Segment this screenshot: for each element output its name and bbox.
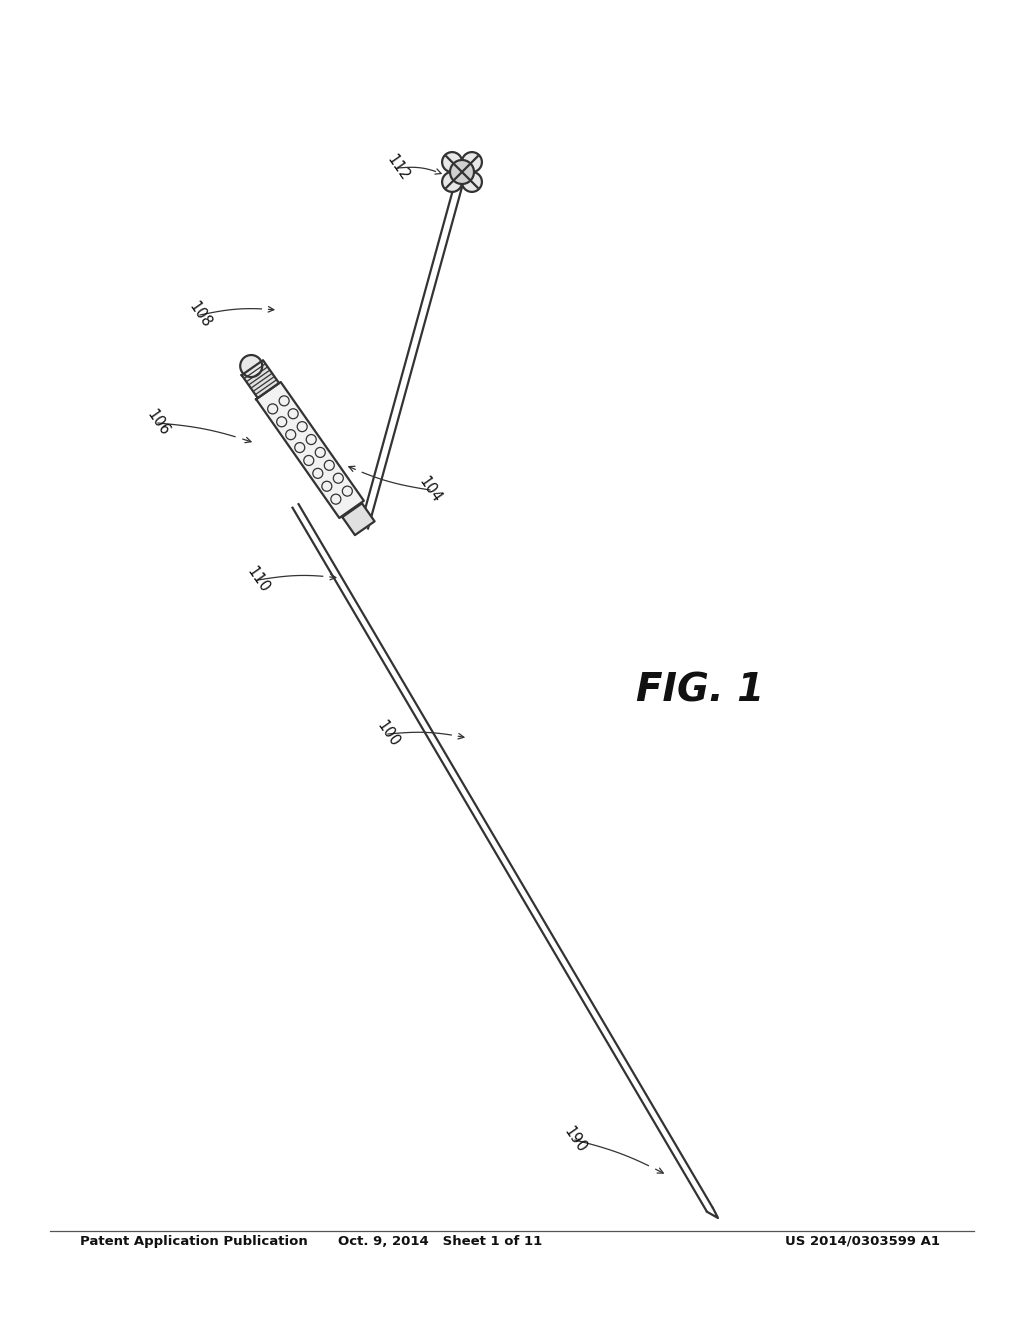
Text: 108: 108: [186, 300, 214, 331]
Text: 112: 112: [384, 152, 412, 183]
Text: 100: 100: [374, 718, 402, 750]
Text: 110: 110: [244, 564, 272, 595]
Circle shape: [241, 355, 262, 378]
Text: 106: 106: [143, 408, 172, 438]
Text: Patent Application Publication: Patent Application Publication: [80, 1236, 308, 1247]
Circle shape: [450, 160, 474, 183]
Text: US 2014/0303599 A1: US 2014/0303599 A1: [785, 1236, 940, 1247]
Text: 190: 190: [561, 1125, 589, 1156]
Circle shape: [442, 152, 462, 172]
Polygon shape: [342, 503, 375, 535]
Circle shape: [462, 152, 482, 172]
Text: 104: 104: [416, 474, 444, 506]
Circle shape: [442, 172, 462, 191]
Polygon shape: [242, 360, 280, 399]
Polygon shape: [256, 381, 364, 517]
Text: Oct. 9, 2014   Sheet 1 of 11: Oct. 9, 2014 Sheet 1 of 11: [338, 1236, 542, 1247]
Text: FIG. 1: FIG. 1: [636, 671, 764, 709]
Circle shape: [462, 172, 482, 191]
